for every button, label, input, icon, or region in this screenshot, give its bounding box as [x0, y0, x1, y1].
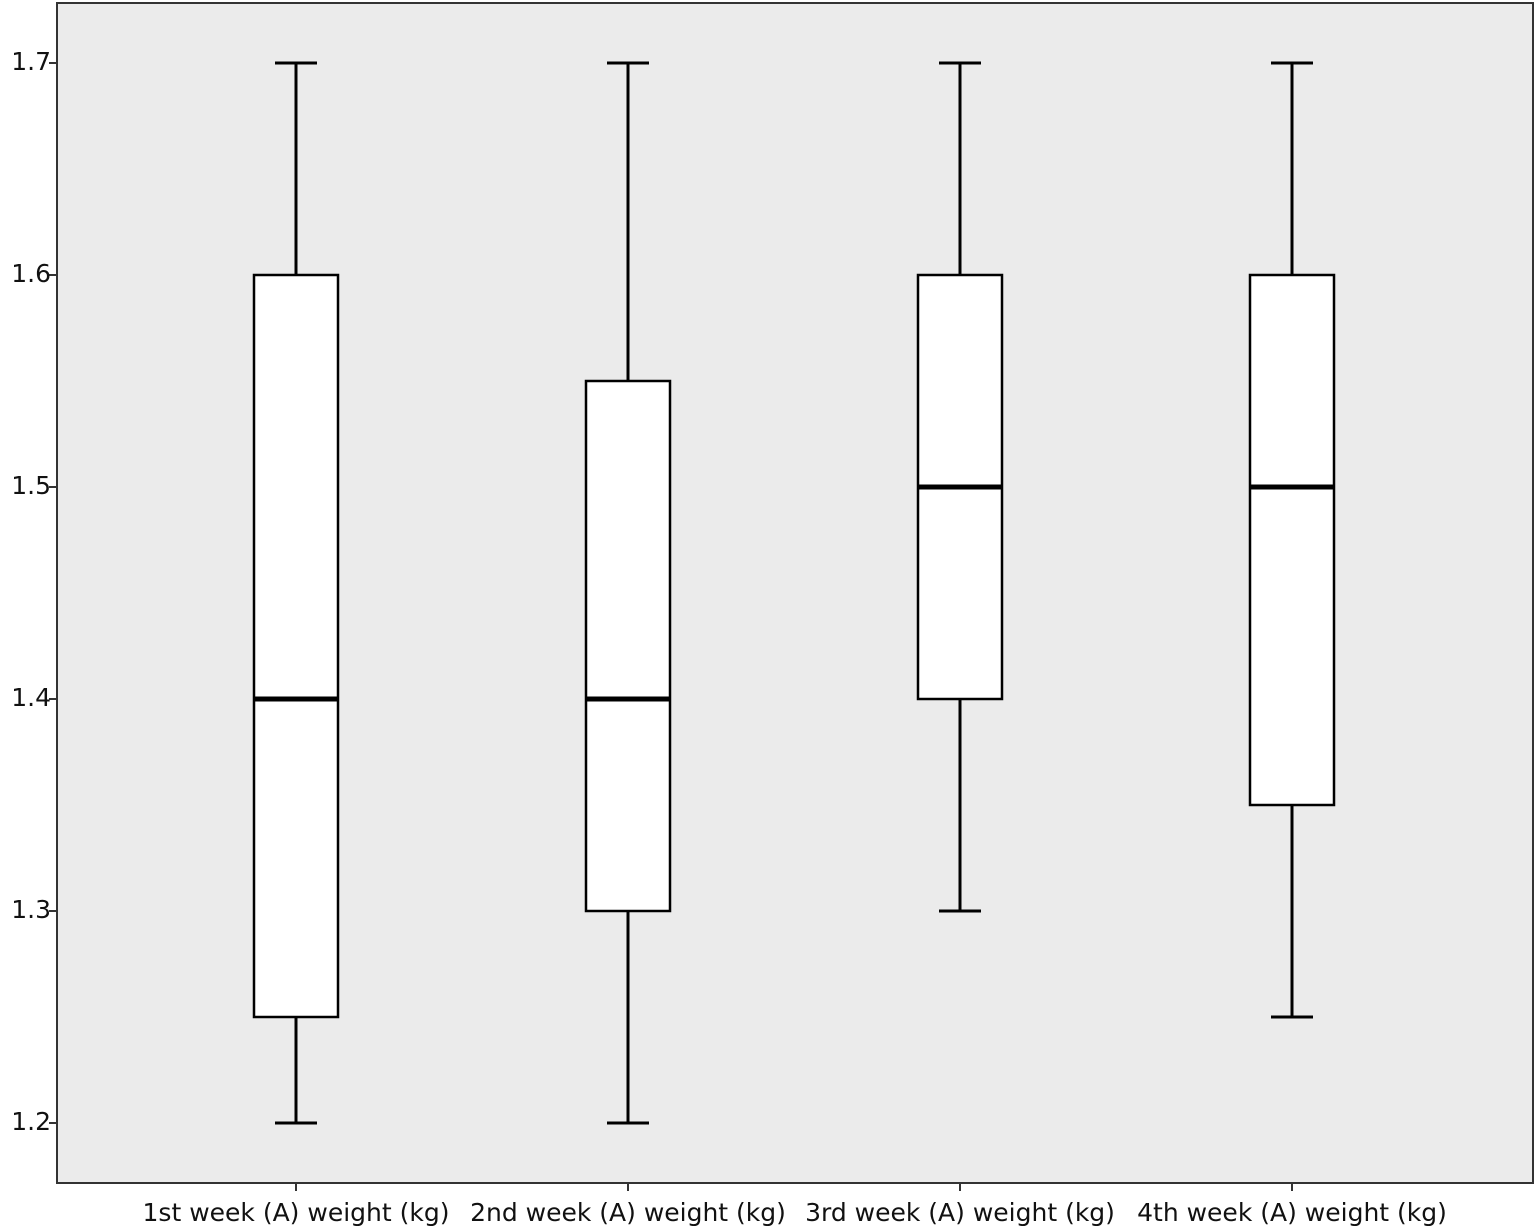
- y-tick-label: 1.7: [11, 47, 51, 76]
- x-tick-label: 1st week (A) weight (kg): [143, 1198, 450, 1227]
- box: [1248, 273, 1336, 807]
- y-tick-label: 1.5: [11, 471, 51, 500]
- box: [252, 273, 340, 1019]
- y-tick-label: 1.2: [11, 1107, 51, 1136]
- x-tick-label: 2nd week (A) weight (kg): [470, 1198, 786, 1227]
- box: [584, 379, 672, 913]
- y-tick-label: 1.3: [11, 895, 51, 924]
- x-tick-label: 4th week (A) weight (kg): [1137, 1198, 1447, 1227]
- y-tick-label: 1.6: [11, 259, 51, 288]
- y-tick-label: 1.4: [11, 683, 51, 712]
- x-tick-label: 3rd week (A) weight (kg): [805, 1198, 1115, 1227]
